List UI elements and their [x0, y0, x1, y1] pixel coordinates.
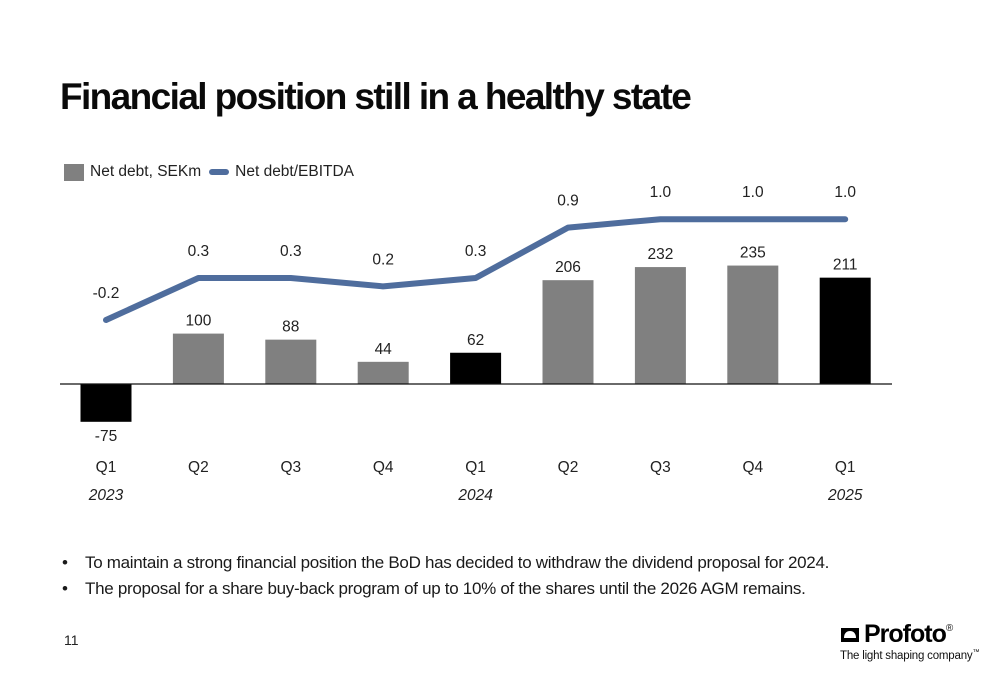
combo-chart: -75 100 88 44 62 206 232 235 211 -0.2 0.3 0.3 0.2 0.3… — [60, 184, 892, 504]
line-label-3: 0.3 — [280, 243, 302, 260]
bar-5 — [450, 352, 502, 384]
line-label-4: 0.2 — [372, 251, 394, 268]
brand-logo: Profoto ® The light shaping company™ — [840, 620, 979, 662]
line-label-8: 1.0 — [742, 184, 764, 201]
x-tick-label-6: Q2 — [558, 459, 579, 476]
profoto-logo-icon — [840, 625, 860, 645]
chart-legend: Net debt, SEKm Net debt/EBITDA — [64, 163, 354, 181]
legend-item-net-debt: Net debt, SEKm — [64, 163, 201, 181]
bullet-item: To maintain a strong financial position … — [62, 550, 829, 576]
x-tick-label-7: Q3 — [650, 459, 671, 476]
bar-label-8: 235 — [740, 245, 766, 262]
bar-label-4: 44 — [375, 341, 393, 358]
line-label-6: 0.9 — [557, 193, 579, 210]
bar-8 — [727, 265, 779, 384]
bullet-list: To maintain a strong financial position … — [62, 550, 829, 602]
bar-2 — [172, 333, 224, 384]
line-label-7: 1.0 — [650, 184, 672, 201]
x-tick-label-1: Q1 — [96, 459, 117, 476]
bar-label-3: 88 — [282, 319, 299, 336]
bar-label-1: -75 — [95, 428, 117, 445]
page-number: 11 — [64, 632, 79, 648]
line-label-1: -0.2 — [93, 285, 120, 302]
legend-swatch-bar — [64, 163, 84, 181]
bullet-item: The proposal for a share buy-back progra… — [62, 576, 829, 602]
legend-swatch-line — [209, 169, 230, 175]
bar-9 — [819, 277, 871, 384]
x-tick-label-5: Q1 — [465, 459, 486, 476]
brand-name: Profoto — [864, 620, 947, 648]
bar-7 — [634, 267, 686, 384]
line-label-2: 0.3 — [188, 243, 210, 260]
bar-4 — [357, 361, 409, 384]
legend-item-ratio: Net debt/EBITDA — [201, 163, 354, 181]
bar-3 — [265, 339, 317, 384]
legend-label-net-debt: Net debt, SEKm — [90, 163, 202, 180]
year-label-9: 2025 — [827, 487, 863, 504]
ratio-line — [103, 216, 849, 323]
x-tick-label-2: Q2 — [188, 459, 209, 476]
legend-label-ratio: Net debt/EBITDA — [235, 163, 355, 180]
bar-label-5: 62 — [467, 332, 484, 349]
bar-label-9: 211 — [833, 257, 858, 274]
x-tick-label-9: Q1 — [835, 459, 856, 476]
line-label-5: 0.3 — [465, 243, 487, 260]
bar-label-6: 206 — [555, 259, 581, 276]
bar-label-2: 100 — [185, 313, 211, 330]
bar-1 — [80, 384, 132, 422]
x-tick-label-8: Q4 — [742, 459, 763, 476]
line-label-9: 1.0 — [834, 184, 856, 201]
brand-tagline: The light shaping company™ — [840, 649, 979, 662]
year-label-1: 2023 — [88, 487, 124, 504]
bar-label-7: 232 — [647, 246, 673, 263]
x-tick-label-4: Q4 — [373, 459, 394, 476]
bar-6 — [542, 280, 594, 384]
trademark-mark: ™ — [972, 649, 980, 656]
year-label-5: 2024 — [457, 487, 493, 504]
tagline-text: The light shaping company — [840, 649, 973, 662]
page-title: Financial position still in a healthy st… — [60, 76, 692, 117]
registered-mark: ® — [945, 623, 954, 634]
x-tick-label-3: Q3 — [280, 459, 301, 476]
